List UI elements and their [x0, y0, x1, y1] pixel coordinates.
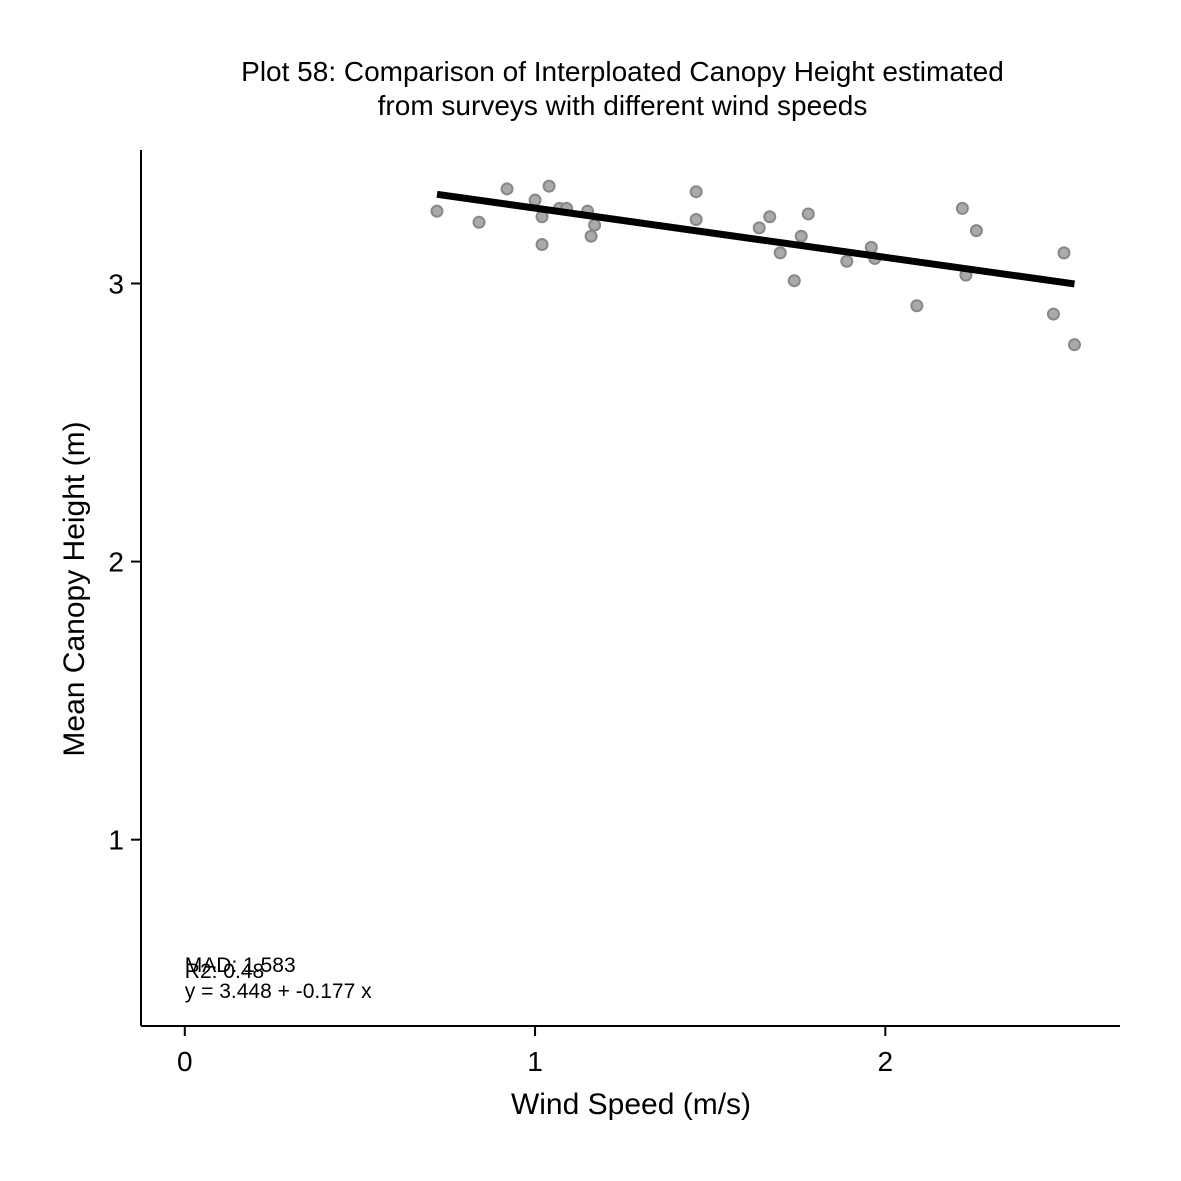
chart-title-line-1: Plot 58: Comparison of Interploated Cano… — [241, 56, 1004, 87]
data-points — [430, 179, 1081, 352]
data-point — [542, 179, 556, 193]
data-point — [1067, 338, 1081, 352]
ticks: 0 1 2 1 2 3 — [108, 268, 893, 1077]
data-point — [1046, 307, 1060, 321]
annotation-equation: y = 3.448 + -0.177 x — [185, 980, 372, 1003]
data-point — [773, 246, 787, 260]
annotation-r2: R2: 0.48 — [185, 960, 264, 983]
data-point — [584, 229, 598, 243]
y-tick-label: 1 — [108, 825, 124, 856]
data-point — [1057, 246, 1071, 260]
chart-title: Plot 58: Comparison of Interploated Cano… — [60, 55, 1181, 123]
y-tick-label: 2 — [108, 547, 124, 578]
data-point — [910, 299, 924, 313]
data-point — [689, 213, 703, 227]
data-point — [955, 201, 969, 215]
data-point — [535, 238, 549, 252]
x-tick-label: 0 — [177, 1046, 193, 1077]
x-axis-title: Wind Speed (m/s) — [511, 1088, 751, 1121]
data-point — [840, 254, 854, 268]
y-tick-label: 3 — [108, 268, 124, 299]
data-point — [500, 182, 514, 196]
axes — [140, 150, 1120, 1027]
x-tick-label: 2 — [878, 1046, 894, 1077]
data-point — [752, 221, 766, 235]
data-point — [787, 274, 801, 288]
y-axis-title: Mean Canopy Height (m) — [58, 421, 91, 756]
data-point — [969, 224, 983, 238]
chart-title-line-2: from surveys with different wind speeds — [377, 90, 868, 121]
data-point — [864, 240, 878, 254]
data-point — [528, 193, 542, 207]
data-point — [794, 229, 808, 243]
fit-line — [436, 190, 1075, 288]
fit-line-group — [436, 190, 1075, 288]
data-point — [763, 210, 777, 224]
data-point — [689, 185, 703, 199]
x-tick-label: 1 — [527, 1046, 543, 1077]
data-point — [588, 218, 602, 232]
data-point — [430, 204, 444, 218]
data-point — [472, 215, 486, 229]
data-point — [801, 207, 815, 221]
annotation-mad: MAD: 1.583 — [185, 954, 296, 977]
